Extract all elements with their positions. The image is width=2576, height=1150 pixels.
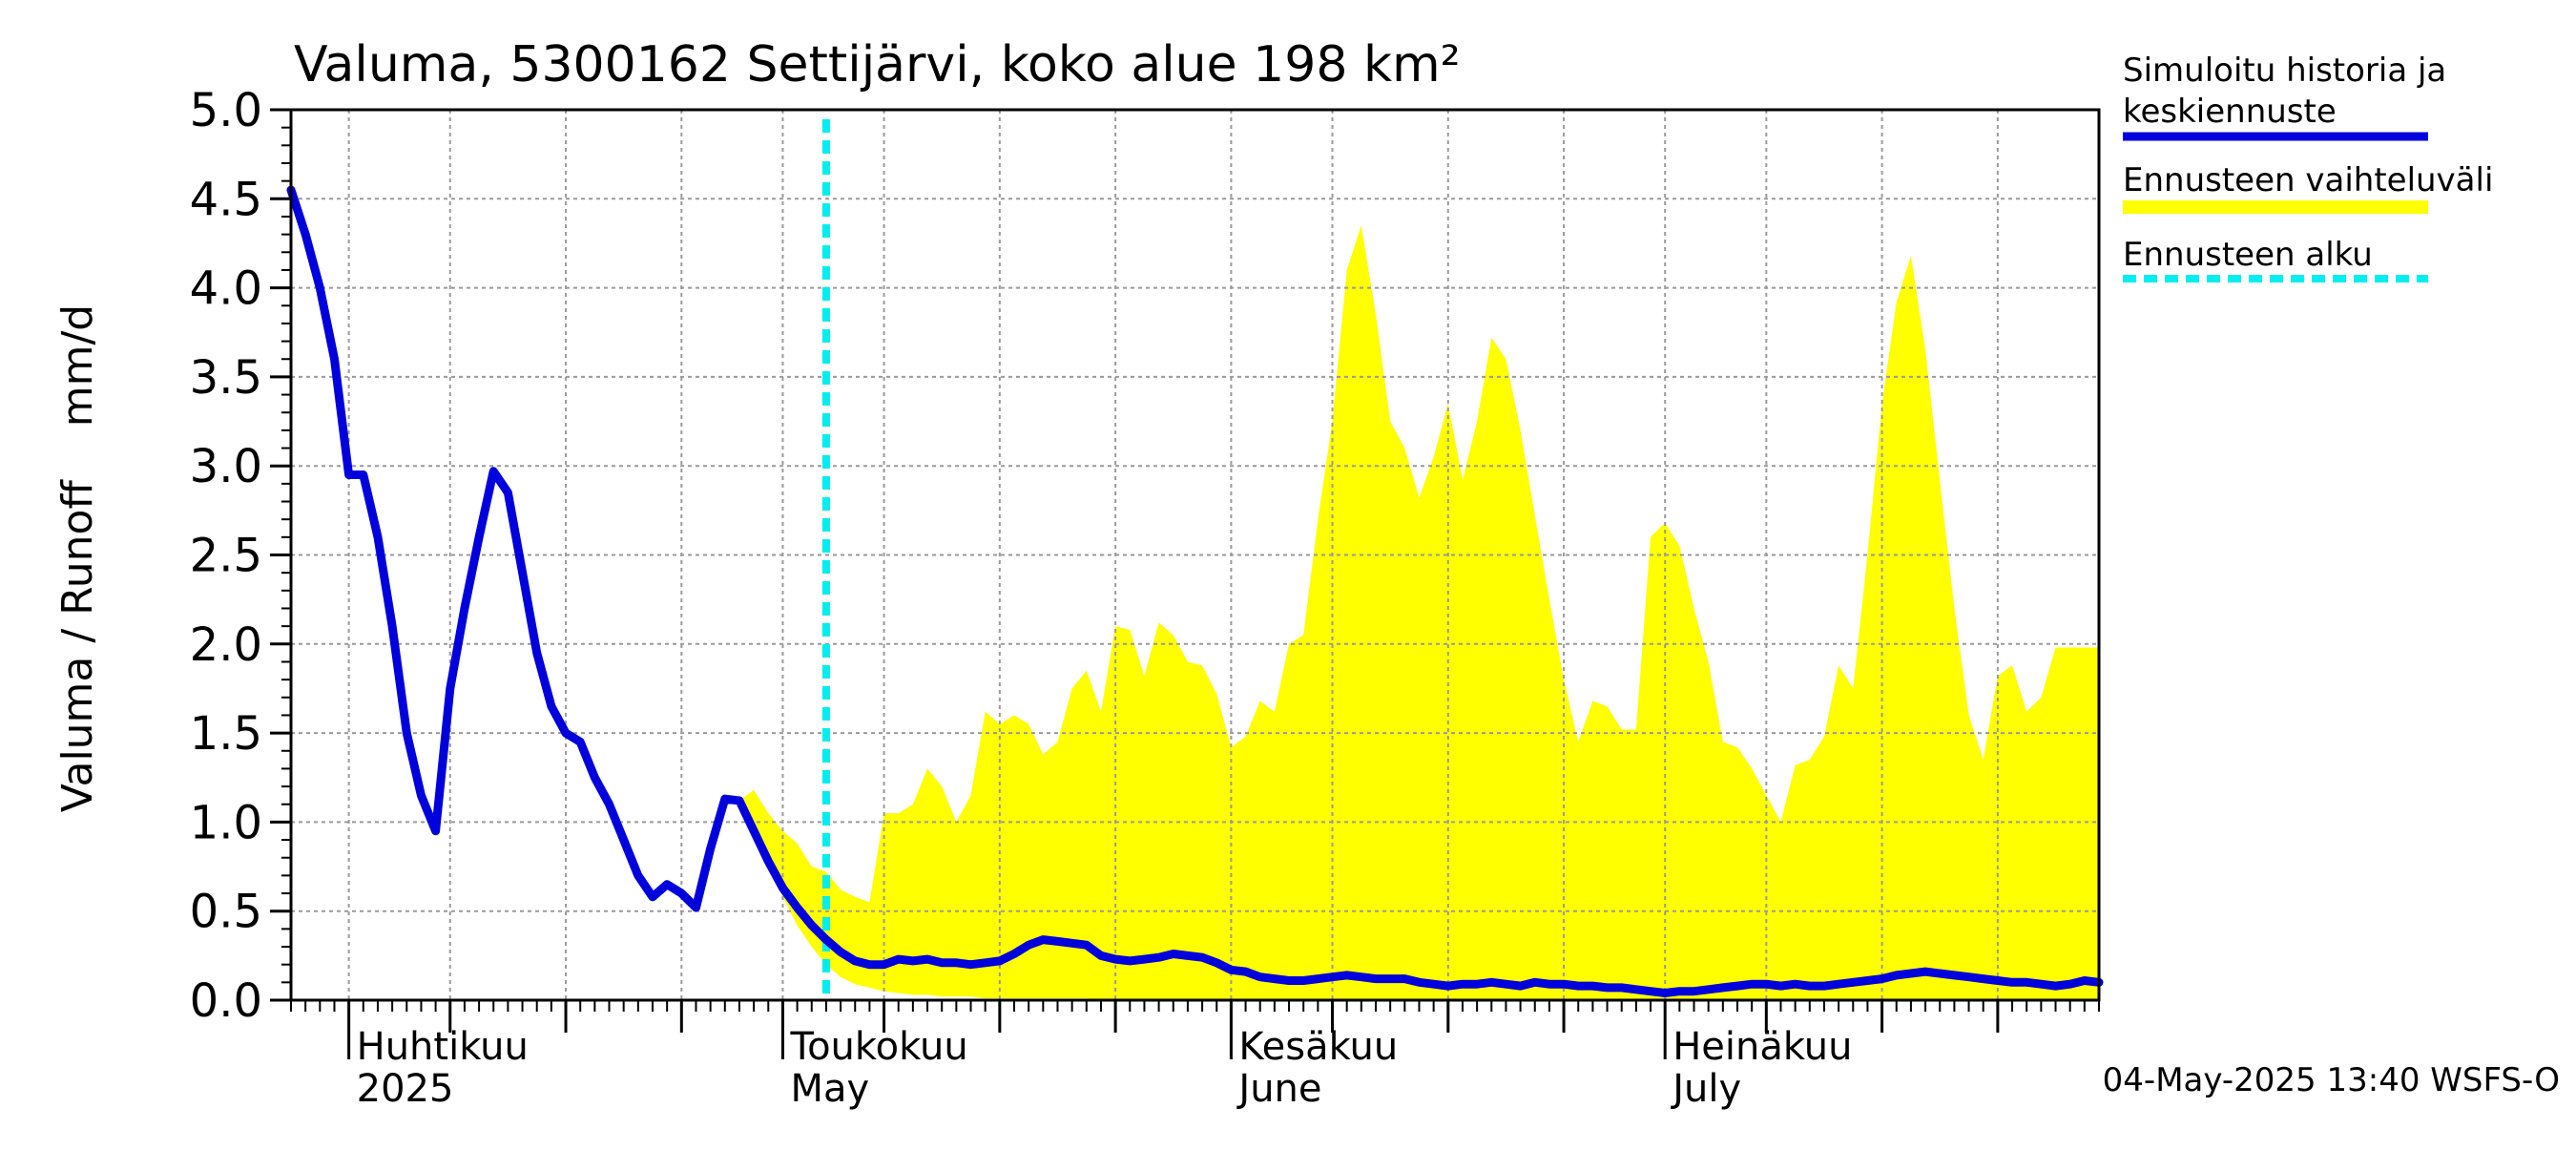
chart-title: Valuma, 5300162 Settijärvi, koko alue 19… — [294, 36, 1461, 94]
y-tick-label: 3.0 — [190, 440, 262, 493]
y-tick-label: 5.0 — [190, 84, 262, 137]
x-month-label: Toukokuu — [789, 1025, 967, 1069]
forecast-band-area — [739, 225, 2099, 1001]
timestamp-label: 04-May-2025 13:40 WSFS-O — [2103, 1061, 2560, 1099]
x-month-label-sub: June — [1236, 1067, 1321, 1111]
x-month-label: Kesäkuu — [1238, 1025, 1398, 1069]
y-axis-label: Valuma / Runoff mm/d — [53, 304, 102, 812]
x-month-label-sub: May — [790, 1067, 869, 1111]
y-tick-label: 3.5 — [190, 351, 262, 405]
y-tick-label: 1.5 — [190, 707, 262, 761]
x-month-label: Heinäkuu — [1672, 1025, 1852, 1069]
y-tick-label: 2.5 — [190, 530, 262, 583]
line-layer — [286, 119, 2104, 1000]
y-tick-label: 4.5 — [190, 173, 262, 226]
x-month-label-sub: July — [1670, 1067, 1741, 1111]
y-tick-label: 2.0 — [190, 618, 262, 672]
band-layer — [739, 225, 2099, 1001]
y-tick-label: 0.0 — [190, 974, 262, 1028]
legend-forecast-start-label: Ennusteen alku — [2123, 236, 2373, 274]
y-tick-label: 0.5 — [190, 886, 262, 939]
plot-frame — [289, 108, 2101, 1002]
history-mean-line — [286, 185, 2104, 997]
legend-history-label-line2: keskiennuste — [2123, 93, 2337, 131]
x-month-label: Huhtikuu — [357, 1025, 529, 1069]
axis-layer: 0.0 0.5 1.0 1.5 2.0 2.5 3.0 3.5 4.0 4.5 5.0 Huhtiku… — [190, 84, 2101, 1111]
y-tick-label: 4.0 — [190, 262, 262, 316]
legend-history-label-line1: Simuloitu historia ja — [2123, 52, 2446, 90]
y-tick-label: 1.0 — [190, 796, 262, 849]
x-month-label-sub: 2025 — [357, 1067, 454, 1111]
legend-band-label: Ennusteen vaihteluväli — [2123, 161, 2493, 199]
